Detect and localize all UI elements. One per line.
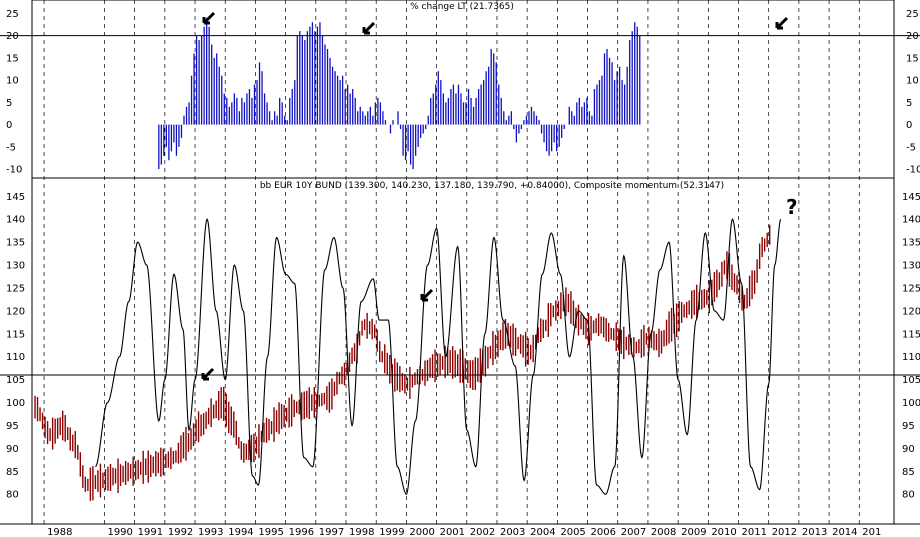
x-tick-label: 1991 — [138, 527, 163, 537]
x-tick-label: 201 — [862, 527, 881, 537]
momentum-line — [95, 218, 782, 495]
question-mark: ? — [786, 195, 798, 219]
x-tick-label: 1993 — [198, 527, 223, 537]
lower-y-tick-label: 145 — [902, 192, 920, 203]
lower-y-tick-label: 95 — [6, 421, 19, 432]
x-tick-label: 2008 — [651, 527, 676, 537]
x-tick-label: 1998 — [349, 527, 374, 537]
percent-change-bars — [158, 17, 641, 170]
lower-y-ticks: 145 145 140 140 135 135 130 130 125 125 120 120 115 1… — [6, 192, 920, 501]
lower-y-tick-label: 115 — [6, 329, 25, 340]
x-tick-label: 2009 — [681, 527, 706, 537]
lower-y-tick-label: 90 — [902, 444, 915, 455]
upper-y-tick-label: 25 — [6, 9, 19, 20]
lower-y-tick-label: 145 — [6, 192, 25, 203]
upper-y-tick-label: 5 — [6, 98, 12, 109]
upper-y-tick-label: 25 — [906, 9, 919, 20]
upper-y-tick-label: 10 — [6, 76, 19, 87]
upper-y-tick-label: 0 — [6, 120, 12, 131]
x-tick-label: 2013 — [802, 527, 827, 537]
upper-y-tick-label: 15 — [6, 53, 19, 64]
arrow-icon — [420, 288, 434, 302]
x-tick-label: 1996 — [289, 527, 314, 537]
x-tick-label: 2001 — [440, 527, 465, 537]
upper-y-tick-label: -10 — [906, 165, 920, 176]
lower-y-tick-label: 115 — [902, 329, 920, 340]
lower-panel-title: bb EUR 10Y BUND (139.300, 140.230, 137.1… — [260, 181, 724, 191]
lower-y-tick-label: 80 — [902, 490, 915, 501]
lower-y-tick-label: 130 — [902, 261, 920, 272]
arrow-annotations — [201, 11, 789, 381]
lower-y-tick-label: 120 — [6, 306, 25, 317]
x-tick-label: 2006 — [591, 527, 616, 537]
arrow-icon — [362, 21, 376, 35]
lower-y-tick-label: 100 — [902, 398, 920, 409]
lower-y-tick-label: 120 — [902, 306, 920, 317]
x-tick-label: 1994 — [228, 527, 253, 537]
x-tick-label: 2007 — [621, 527, 646, 537]
upper-y-tick-label: 0 — [906, 120, 912, 131]
lower-y-tick-label: 140 — [6, 215, 25, 226]
lower-y-tick-label: 100 — [6, 398, 25, 409]
x-tick-label: 1988 — [47, 527, 72, 537]
lower-y-tick-label: 130 — [6, 261, 25, 272]
lower-y-tick-label: 135 — [6, 238, 25, 249]
x-tick-label: 1990 — [107, 527, 132, 537]
x-tick-label: 2005 — [560, 527, 585, 537]
upper-y-tick-label: 20 — [6, 31, 19, 42]
threshold-lines — [0, 35, 920, 376]
lower-y-tick-label: 85 — [902, 467, 915, 478]
lower-y-tick-label: 85 — [6, 467, 19, 478]
x-tick-label: 1992 — [168, 527, 193, 537]
lower-y-tick-label: 135 — [902, 238, 920, 249]
x-tick-label: 1997 — [319, 527, 344, 537]
x-axis-labels: 1988 1990 1991 1992 1993 1994 1995 1996 1997 1998… — [47, 527, 881, 537]
x-tick-label: 2004 — [530, 527, 555, 537]
upper-y-ticks: 25 25 20 20 15 15 10 10 5 5 0 0 -5 -5 -10 -10 — [6, 9, 920, 176]
lower-y-tick-label: 125 — [6, 283, 25, 294]
upper-y-tick-label: 5 — [906, 98, 912, 109]
upper-panel-title: % change LT (21.7365) — [410, 2, 514, 12]
lower-y-tick-label: 105 — [902, 375, 920, 386]
x-tick-label: 2003 — [500, 527, 525, 537]
upper-y-tick-label: -10 — [6, 165, 22, 176]
upper-y-tick-label: -5 — [6, 142, 16, 153]
lower-y-tick-label: 80 — [6, 490, 19, 501]
x-tick-label: 2014 — [832, 527, 857, 537]
arrow-icon — [202, 11, 216, 25]
lower-y-tick-label: 105 — [6, 375, 25, 386]
x-tick-label: 2010 — [711, 527, 736, 537]
upper-y-tick-label: 10 — [906, 76, 919, 87]
lower-y-tick-label: 90 — [6, 444, 19, 455]
upper-y-tick-label: 15 — [906, 53, 919, 64]
x-tick-label: 2012 — [772, 527, 797, 537]
x-tick-label: 2002 — [470, 527, 495, 537]
lower-y-tick-label: 110 — [6, 352, 25, 363]
lower-y-tick-label: 95 — [902, 421, 915, 432]
arrow-icon — [201, 367, 215, 381]
lower-y-tick-label: 125 — [902, 283, 920, 294]
x-tick-label: 1995 — [258, 527, 283, 537]
lower-y-tick-label: 140 — [902, 215, 920, 226]
upper-y-tick-label: -5 — [906, 142, 916, 153]
upper-y-tick-label: 20 — [906, 31, 919, 42]
x-tick-label: 1999 — [379, 527, 404, 537]
lower-y-tick-label: 110 — [902, 352, 920, 363]
upper-panel-frame — [31, 0, 895, 179]
arrow-icon — [775, 16, 789, 30]
x-tick-label: 2011 — [742, 527, 767, 537]
x-tick-label: 2000 — [409, 527, 434, 537]
